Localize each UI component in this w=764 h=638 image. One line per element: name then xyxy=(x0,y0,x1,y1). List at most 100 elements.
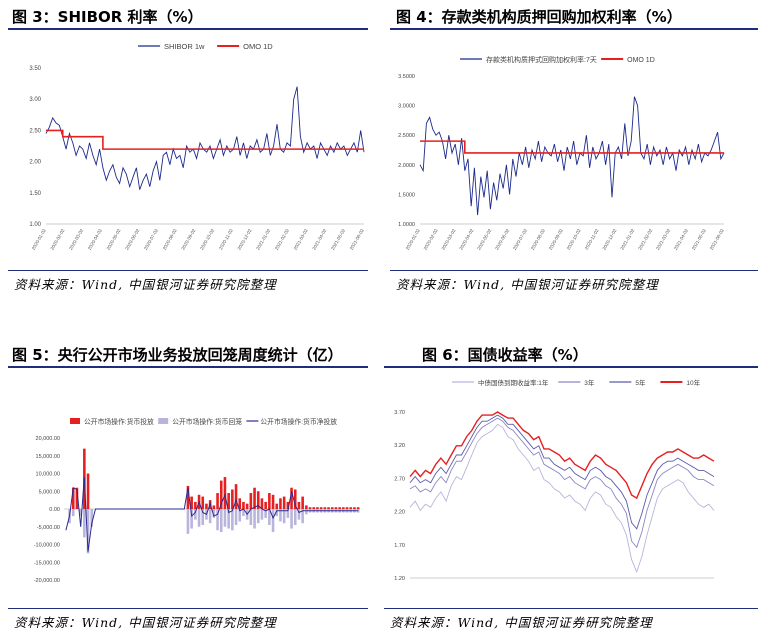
fig6-source-rule xyxy=(384,608,758,609)
bar-withdrawal xyxy=(227,509,230,529)
bar-withdrawal xyxy=(223,509,227,527)
fig5-source-rule xyxy=(8,608,368,609)
bar-withdrawal xyxy=(271,509,275,533)
x-tick-label: 2020-10-02 xyxy=(566,228,582,251)
legend-label: 公开市场操作:货币投放 xyxy=(84,417,154,426)
y-tick-label: 1.0000 xyxy=(398,222,415,228)
x-tick-label: 2020-02-02 xyxy=(423,228,439,251)
bar-injection xyxy=(231,489,234,509)
bar-injection xyxy=(356,507,360,509)
bar-withdrawal xyxy=(90,509,94,527)
bar-withdrawal xyxy=(305,509,308,515)
legend-label: 5年 xyxy=(635,378,646,387)
legend-label: 3年 xyxy=(584,378,595,387)
fig4-source-rule xyxy=(390,270,758,271)
fig4-title-rule xyxy=(390,28,758,30)
bar-injection xyxy=(279,498,282,509)
x-tick-label: 2021-01-02 xyxy=(255,228,271,251)
fig6-title: 图 6：国债收益率（%） xyxy=(422,346,588,364)
bar-injection xyxy=(268,493,271,509)
y-tick-label: -15,000.00 xyxy=(34,560,60,566)
y-tick-label: -20,000.00 xyxy=(34,578,60,584)
y-tick-label: 20,000.00 xyxy=(36,436,60,442)
legend-label: 公开市场操作:货币净投放 xyxy=(260,417,337,426)
bar-injection xyxy=(249,493,253,509)
x-tick-label: 2020-10-02 xyxy=(199,228,215,251)
series-line xyxy=(419,96,725,216)
fig4-chart: 1.0000 1.5000 2.0000 2.5000 3.0000 3.5000 2020… xyxy=(398,55,725,251)
fig6-source: 资料来源：Wind, 中国银河证券研究院整理 xyxy=(390,615,653,630)
bar-withdrawal xyxy=(194,509,197,520)
y-tick-label: 1.70 xyxy=(394,543,405,549)
x-tick-label: 2021-01-02 xyxy=(619,228,635,251)
bar-injection xyxy=(238,498,242,509)
y-tick-label: 15,000.00 xyxy=(36,454,60,460)
bar-withdrawal xyxy=(212,509,216,518)
y-tick-label: 1.20 xyxy=(394,576,405,582)
bar-injection xyxy=(349,507,353,509)
legend-label: SHIBOR 1w xyxy=(164,42,205,51)
y-tick-label: 1.00 xyxy=(29,222,41,228)
y-tick-label: 3.00 xyxy=(29,97,41,103)
y-tick-label: 2.20 xyxy=(394,510,405,516)
bar-withdrawal xyxy=(231,509,234,531)
bar-injection xyxy=(338,507,341,509)
x-tick-label: 2020-12-02 xyxy=(601,228,617,251)
bar-injection xyxy=(245,503,249,509)
bar-withdrawal xyxy=(219,509,223,533)
y-tick-label: 2.50 xyxy=(29,128,41,134)
y-tick-label: 3.5000 xyxy=(398,74,415,80)
bar-withdrawal xyxy=(71,509,75,517)
x-tick-label: 2020-07-02 xyxy=(512,228,528,251)
series-line xyxy=(409,423,715,574)
x-tick-label: 2021-05-02 xyxy=(691,228,707,251)
x-tick-label: 2020-08-02 xyxy=(162,228,178,251)
x-tick-label: 2021-04-02 xyxy=(673,228,689,251)
series-line xyxy=(46,129,364,150)
bar-injection xyxy=(260,498,264,509)
bar-withdrawal xyxy=(249,509,253,525)
legend-label: OMO 1D xyxy=(627,57,655,64)
y-tick-label: 10,000.00 xyxy=(36,472,60,478)
bar-withdrawal xyxy=(293,509,297,525)
bar-withdrawal xyxy=(190,509,193,529)
bar-injection xyxy=(216,493,219,509)
bar-withdrawal xyxy=(201,509,205,525)
x-tick-label: 2020-06-02 xyxy=(124,228,140,251)
bar-withdrawal xyxy=(83,509,86,538)
y-tick-label: 3.0000 xyxy=(398,104,415,110)
bar-injection xyxy=(334,507,338,509)
fig3-title: 图 3：SHIBOR 利率（%） xyxy=(12,8,203,26)
fig4-title: 图 4：存款类机构质押回购加权利率（%） xyxy=(396,8,682,26)
x-tick-label: 2020-11-02 xyxy=(218,228,234,251)
bar-withdrawal xyxy=(279,509,282,522)
bar-injection xyxy=(271,494,275,509)
bar-withdrawal xyxy=(208,509,212,524)
bar-injection xyxy=(223,477,227,509)
bar-injection xyxy=(86,473,90,509)
legend-label: OMO 1D xyxy=(243,42,273,51)
bar-injection xyxy=(305,505,308,509)
y-tick-label: 3.70 xyxy=(394,410,405,416)
series-line xyxy=(409,414,715,530)
bar-injection xyxy=(312,507,316,509)
bar-injection xyxy=(264,501,267,509)
x-tick-label: 2020-02-02 xyxy=(49,228,65,251)
bar-injection xyxy=(186,485,190,509)
y-tick-label: 0.00 xyxy=(49,507,60,513)
bar-withdrawal xyxy=(264,509,267,518)
bar-withdrawal xyxy=(253,509,256,529)
bar-withdrawal xyxy=(286,509,290,518)
x-tick-label: 2020-04-02 xyxy=(87,228,103,251)
x-tick-label: 2020-03-02 xyxy=(441,228,457,251)
y-tick-label: 1.50 xyxy=(29,191,41,197)
x-tick-label: 2020-01-02 xyxy=(405,228,421,251)
fig5-source: 资料来源：Wind, 中国银河证券研究院整理 xyxy=(14,615,277,630)
bar-injection xyxy=(212,505,216,509)
y-tick-label: 2.0000 xyxy=(398,163,415,169)
bar-injection xyxy=(308,507,312,509)
fig3-source-rule xyxy=(8,270,368,271)
bar-injection xyxy=(242,501,245,509)
bar-injection xyxy=(286,501,290,509)
